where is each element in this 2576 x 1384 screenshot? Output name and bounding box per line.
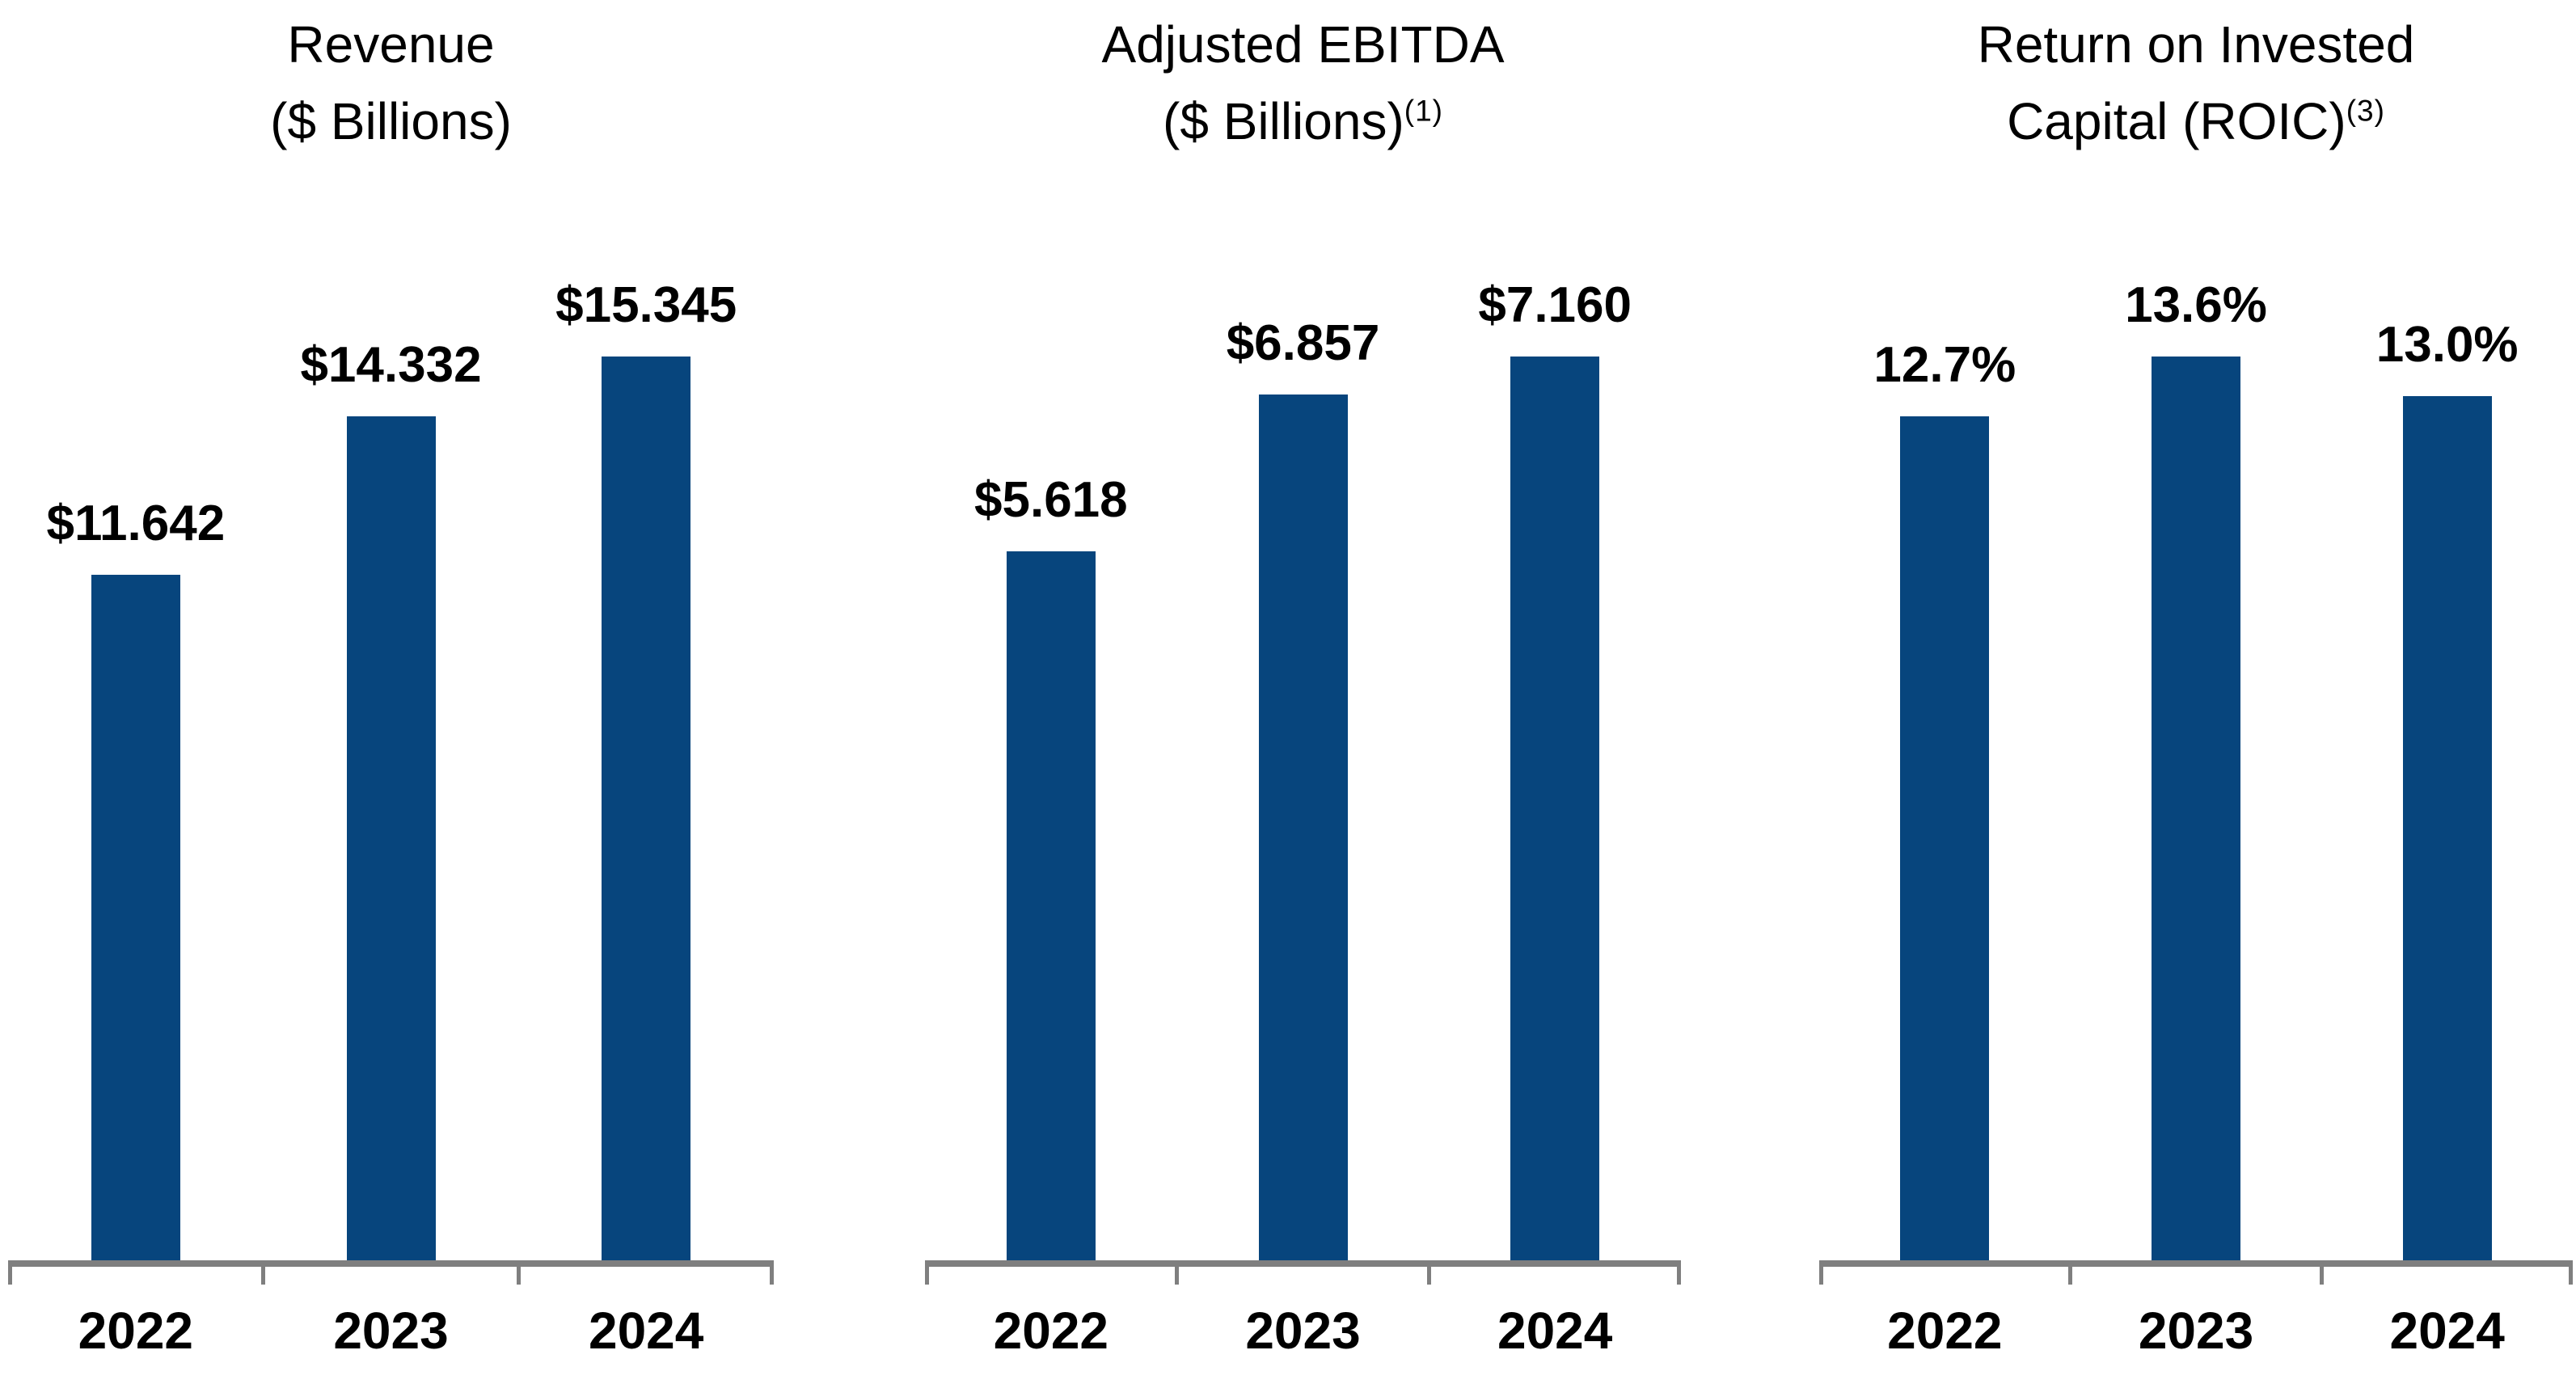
bar: [1258, 395, 1348, 1260]
x-axis-line: [1819, 1260, 2573, 1267]
year-label: 2022: [1887, 1302, 2003, 1360]
x-axis: [8, 1260, 774, 1285]
category-labels-row: 2022 2023 2024: [1819, 1304, 2573, 1357]
axis-tick: [925, 1260, 929, 1285]
chart-title-line2: ($ Billions): [270, 92, 512, 150]
bar-value-label: $14.332: [300, 336, 482, 393]
bar-slot: 13.0%: [2321, 184, 2573, 1260]
axis-tick: [516, 1260, 521, 1285]
bar: [1900, 416, 1990, 1260]
chart-panel: Return on Invested Capital (ROIC)(3) 12.…: [1819, 0, 2573, 1384]
chart-title-line2: ($ Billions): [1163, 92, 1404, 150]
x-axis: [1819, 1260, 2573, 1285]
axis-tick: [1819, 1260, 1823, 1285]
x-axis-line: [925, 1260, 1681, 1267]
year-label: 2022: [993, 1302, 1109, 1360]
axis-tick: [770, 1260, 774, 1285]
chart-title: Adjusted EBITDA ($ Billions)(1): [925, 0, 1681, 184]
bar-value-label: 12.7%: [1873, 336, 2016, 393]
axis-tick: [1677, 1260, 1681, 1285]
x-axis: [925, 1260, 1681, 1285]
bar-value-label: $6.857: [1226, 315, 1380, 372]
category-labels-row: 2022 2023 2024: [925, 1304, 1681, 1357]
bar-slot: $6.857: [1177, 184, 1429, 1260]
chart-title-line2: Capital (ROIC): [2007, 92, 2346, 150]
chart-title: Revenue ($ Billions): [8, 0, 774, 184]
chart-panel: Revenue ($ Billions) $11.642 $14.332 $15…: [8, 0, 774, 1384]
bar: [1510, 356, 1600, 1260]
year-label: 2023: [333, 1302, 449, 1360]
bar: [346, 416, 436, 1260]
axis-tick: [2569, 1260, 2573, 1285]
axis-tick: [2068, 1260, 2073, 1285]
bar-value-label: 13.0%: [2375, 317, 2519, 373]
axis-tick: [1175, 1260, 1180, 1285]
footnote-superscript: (1): [1404, 94, 1443, 128]
bar: [2402, 396, 2492, 1260]
bar-value-label: $11.642: [46, 495, 226, 551]
bar-slot: $11.642: [8, 184, 264, 1260]
year-label: 2024: [588, 1302, 704, 1360]
axis-tick: [261, 1260, 266, 1285]
chart-title-line1: Revenue: [287, 15, 495, 74]
bar-slot: $14.332: [264, 184, 519, 1260]
bar: [2152, 356, 2240, 1260]
bar-value-label: $15.345: [555, 276, 737, 333]
bar-slot: 13.6%: [2071, 184, 2322, 1260]
category-labels-row: 2022 2023 2024: [8, 1304, 774, 1357]
footnote-superscript: (3): [2346, 94, 2385, 128]
bar-value-label: $7.160: [1478, 276, 1632, 333]
axis-tick: [1426, 1260, 1431, 1285]
year-label: 2023: [1245, 1302, 1361, 1360]
bar: [91, 574, 180, 1260]
x-axis-line: [8, 1260, 774, 1267]
bar-slot: $7.160: [1429, 184, 1681, 1260]
year-label: 2024: [1497, 1302, 1613, 1360]
plot-area: 12.7% 13.6% 13.0%: [1819, 184, 2573, 1260]
plot-area: $11.642 $14.332 $15.345: [8, 184, 774, 1260]
bar-slot: $5.618: [925, 184, 1177, 1260]
axis-tick: [8, 1260, 12, 1285]
bar-value-label: 13.6%: [2125, 276, 2267, 333]
year-label: 2023: [2138, 1302, 2254, 1360]
year-label: 2024: [2389, 1302, 2505, 1360]
bar: [1006, 551, 1096, 1260]
year-label: 2022: [78, 1302, 194, 1360]
axis-tick: [2319, 1260, 2324, 1285]
bar-slot: 12.7%: [1819, 184, 2071, 1260]
chart-panel: Adjusted EBITDA ($ Billions)(1) $5.618 $…: [925, 0, 1681, 1384]
chart-title: Return on Invested Capital (ROIC)(3): [1819, 0, 2573, 184]
chart-title-line1: Return on Invested: [1977, 15, 2415, 74]
bar: [602, 356, 691, 1260]
bar-value-label: $5.618: [974, 471, 1128, 528]
bar-slot: $15.345: [518, 184, 774, 1260]
chart-title-line1: Adjusted EBITDA: [1101, 15, 1505, 74]
plot-area: $5.618 $6.857 $7.160: [925, 184, 1681, 1260]
